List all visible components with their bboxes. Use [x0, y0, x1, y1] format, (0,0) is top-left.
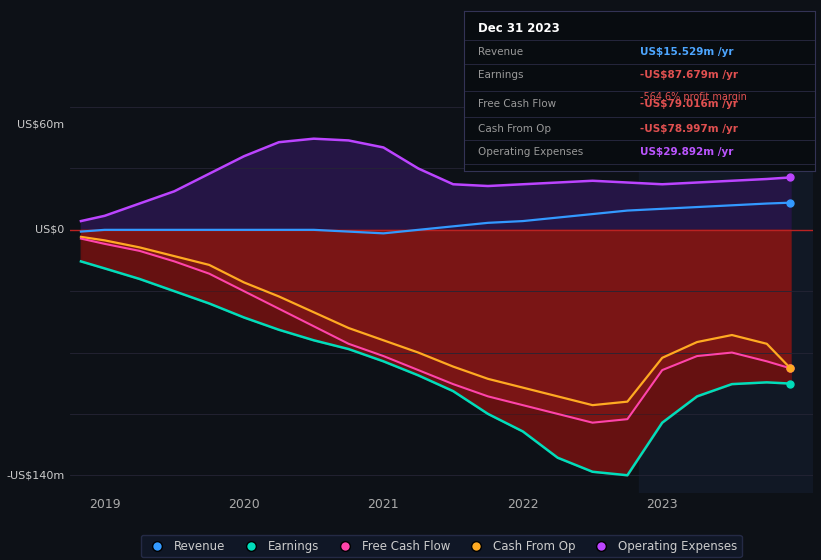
Text: -US$140m: -US$140m — [6, 470, 64, 480]
Text: Cash From Op: Cash From Op — [478, 124, 551, 133]
Text: US$15.529m /yr: US$15.529m /yr — [640, 47, 733, 57]
Text: -US$79.016m /yr: -US$79.016m /yr — [640, 99, 737, 109]
Legend: Revenue, Earnings, Free Cash Flow, Cash From Op, Operating Expenses: Revenue, Earnings, Free Cash Flow, Cash … — [141, 535, 741, 557]
Text: -564.6% profit margin: -564.6% profit margin — [640, 92, 746, 102]
Text: US$0: US$0 — [35, 225, 64, 235]
Text: -US$78.997m /yr: -US$78.997m /yr — [640, 124, 737, 133]
Text: Earnings: Earnings — [478, 70, 524, 80]
Text: US$29.892m /yr: US$29.892m /yr — [640, 147, 733, 157]
Text: Revenue: Revenue — [478, 47, 523, 57]
Text: US$60m: US$60m — [17, 120, 64, 130]
Text: Operating Expenses: Operating Expenses — [478, 147, 583, 157]
Bar — [639, 90, 813, 493]
Text: -US$87.679m /yr: -US$87.679m /yr — [640, 70, 737, 80]
Text: Dec 31 2023: Dec 31 2023 — [478, 22, 560, 35]
Text: Free Cash Flow: Free Cash Flow — [478, 99, 556, 109]
